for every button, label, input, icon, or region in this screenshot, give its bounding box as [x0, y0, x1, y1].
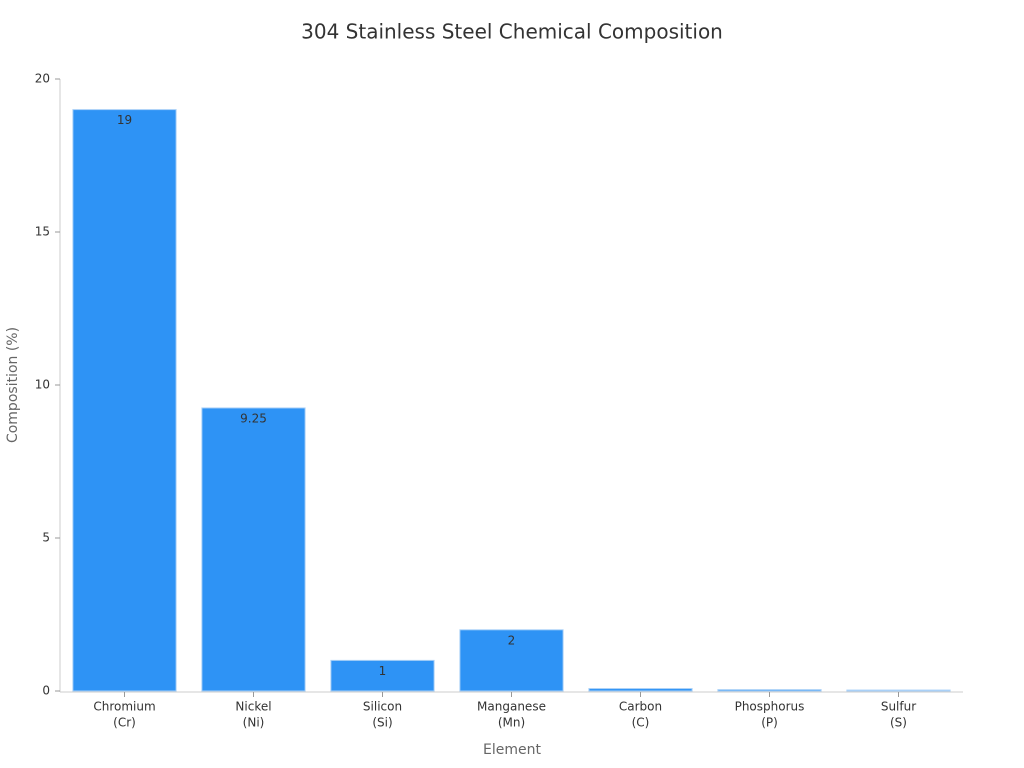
x-tick-label: (C)	[632, 716, 650, 730]
bar	[201, 407, 306, 692]
bar	[588, 688, 693, 692]
y-axis-label: Composition (%)	[5, 327, 21, 443]
x-tick-label: Chromium	[93, 700, 155, 714]
x-tick-label: (S)	[890, 716, 907, 730]
y-tick-label: 15	[35, 225, 50, 239]
x-tick-label: (Cr)	[113, 716, 136, 730]
y-tick-label: 0	[42, 684, 50, 698]
bar	[72, 109, 177, 692]
x-tick-label: (P)	[761, 716, 778, 730]
x-tick-label: Carbon	[619, 700, 662, 714]
x-axis-label: Element	[483, 742, 541, 758]
bar	[330, 659, 435, 692]
y-tick-label: 5	[42, 531, 50, 545]
x-tick-label: Sulfur	[881, 700, 916, 714]
x-tick-label: Manganese	[477, 700, 546, 714]
value-label: 19	[117, 113, 132, 127]
chart-title: 304 Stainless Steel Chemical Composition	[301, 20, 723, 44]
x-tick-label: Phosphorus	[735, 700, 805, 714]
y-tick-label: 10	[35, 378, 50, 392]
x-tick-label: Silicon	[363, 700, 402, 714]
bar	[459, 629, 564, 692]
bar	[717, 689, 822, 692]
value-label: 2	[508, 633, 516, 647]
x-tick-label: (Mn)	[498, 716, 525, 730]
x-tick-label: (Ni)	[243, 716, 265, 730]
x-tick-label: Nickel	[235, 700, 271, 714]
bar	[846, 689, 951, 692]
y-tick-label: 20	[35, 72, 50, 86]
x-tick-label: (Si)	[372, 716, 392, 730]
value-label: 1	[379, 664, 387, 678]
value-label: 9.25	[240, 411, 267, 425]
